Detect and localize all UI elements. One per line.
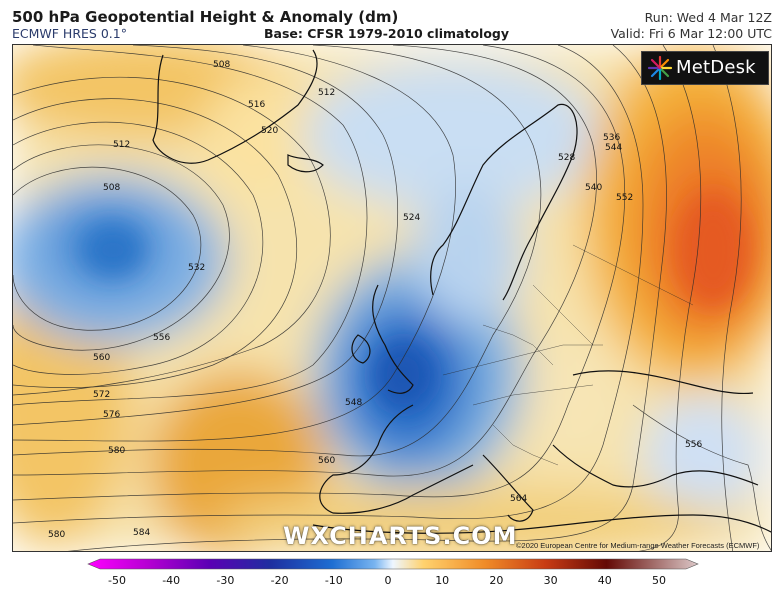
country-borders [442, 244, 694, 466]
contour-label: 580 [108, 446, 125, 456]
colorbar-tick-label: 40 [597, 574, 612, 587]
base-climatology-label: Base: CFSR 1979-2010 climatology [264, 26, 510, 41]
metdesk-starburst-icon [647, 55, 673, 81]
contour-label: 508 [103, 183, 120, 193]
ireland-coast [351, 334, 371, 364]
contour-label: 540 [585, 183, 602, 193]
colorbar-tick-label: -20 [270, 574, 289, 587]
contour-label: 544 [605, 143, 622, 153]
contour-label: 552 [616, 193, 633, 203]
contour-label: 580 [48, 530, 65, 540]
colorbar-tick-label: -40 [162, 574, 181, 587]
colorbar-gradient [87, 558, 699, 570]
colorbar-tick-label: -30 [216, 574, 235, 587]
colorbar-tick-label: 10 [435, 574, 450, 587]
metdesk-logo: MetDesk [641, 51, 769, 85]
contour-label: 556 [685, 440, 702, 450]
contour-label: 528 [558, 153, 575, 163]
contour-label: 560 [318, 456, 335, 466]
contour-label: 508 [213, 60, 230, 70]
italy-coast [482, 454, 534, 522]
contour-label: 516 [248, 100, 265, 110]
colorbar-tick-label: -50 [108, 574, 126, 587]
contour-label: 584 [133, 528, 150, 538]
contour-label: 576 [103, 410, 120, 420]
copyright-notice: ©2020 European Centre for Medium-range W… [516, 541, 760, 550]
contour-label: 556 [153, 333, 170, 343]
colorbar-tick-label: 20 [489, 574, 504, 587]
contour-label: 560 [93, 353, 110, 363]
north-africa-coast [312, 514, 771, 534]
colorbar-tick-label: -10 [324, 574, 343, 587]
coastlines [152, 49, 771, 534]
contour-label: 572 [93, 390, 110, 400]
chart-title: 500 hPa Geopotential Height & Anomaly (d… [12, 8, 399, 26]
contour-label: 524 [403, 213, 420, 223]
greenland-coast [152, 49, 318, 164]
colorbar-tick-label: 50 [652, 574, 666, 587]
contour-label: 512 [318, 88, 335, 98]
run-time-label: Run: Wed 4 Mar 12Z [644, 10, 772, 25]
black-sea-coast [572, 370, 754, 395]
valid-time-label: Valid: Fri 6 Mar 12:00 UTC [610, 26, 772, 41]
contour-label: 548 [345, 398, 362, 408]
iceland-coast [287, 154, 324, 173]
balkans-turkey-coast [552, 444, 759, 488]
height-contours [13, 45, 771, 551]
metdesk-logo-text: MetDesk [676, 57, 756, 78]
colorbar-tick-label: 0 [384, 574, 392, 587]
contour-label: 532 [188, 263, 205, 273]
contour-label: 520 [261, 126, 278, 136]
britain-coast [372, 284, 414, 394]
weather-map: 508 508 508 512 512 516 520 524 528 532 … [12, 44, 772, 552]
scandinavia-coast [430, 103, 578, 301]
iberia-france-coast [319, 404, 474, 514]
contour-label: 536 [603, 133, 620, 143]
colorbar [87, 558, 699, 570]
wxcharts-watermark: WXCHARTS.COM [283, 522, 518, 550]
colorbar-tick-label: 30 [543, 574, 558, 587]
contour-label: 564 [510, 494, 527, 504]
model-label: ECMWF HRES 0.1° [12, 26, 127, 41]
contour-label: 512 [113, 140, 130, 150]
